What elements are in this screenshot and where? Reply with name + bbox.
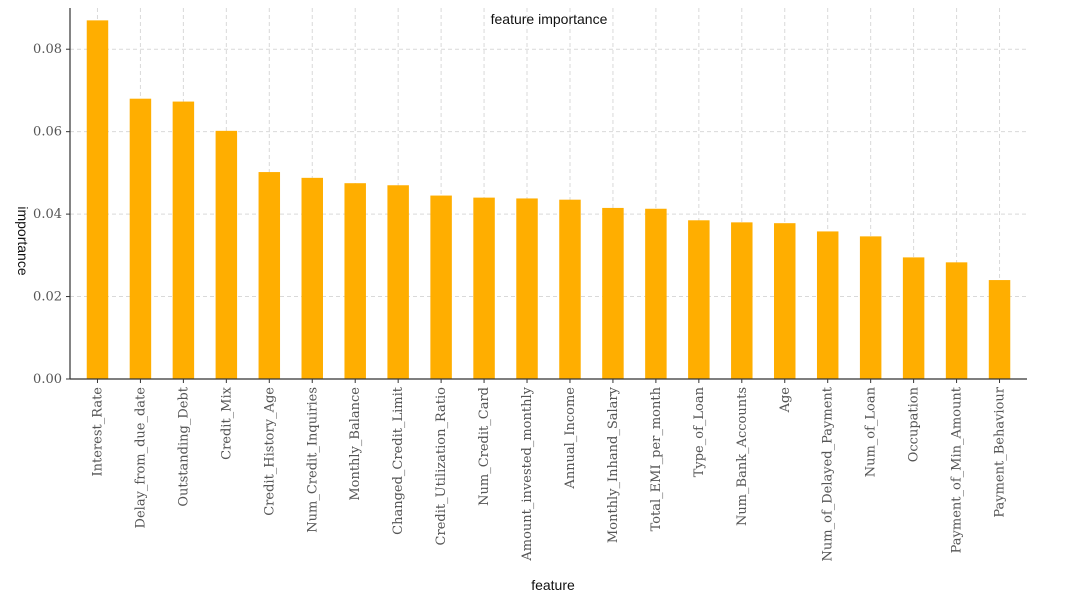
x-tick-label: Num_of_Loan xyxy=(864,386,879,477)
bar-payment-of-min-amount xyxy=(945,262,968,379)
bar-type-of-loan xyxy=(688,220,710,379)
x-tick-label: Num_Credit_Card xyxy=(477,387,492,506)
x-tick-label: Changed_Credit_Limit xyxy=(391,386,406,535)
bar-credit-utilization-ratio xyxy=(430,195,452,379)
x-tick-label: Annual_Income xyxy=(563,387,578,490)
y-tick-label: 0.04 xyxy=(33,207,62,222)
bar-annual-income xyxy=(559,199,581,379)
x-tick-label: Delay_from_due_date xyxy=(133,387,148,529)
bar-num-bank-accounts xyxy=(731,222,753,379)
y-tick-labels: 0.00 0.02 0.04 0.06 0.08 xyxy=(33,42,70,387)
bar-payment-behaviour xyxy=(988,280,1011,379)
bar-num-of-delayed-payment xyxy=(816,231,839,379)
bar-interest-rate xyxy=(86,20,109,379)
bar-num-credit-card xyxy=(473,197,495,379)
y-tick-label: 0.02 xyxy=(33,290,62,305)
x-tick-label: Credit_Utilization_Ratio xyxy=(434,387,449,546)
y-axis-label: importance xyxy=(15,206,31,275)
x-tick-label: Payment_of_Min_Amount xyxy=(950,386,965,553)
x-tick-label: Num_Bank_Accounts xyxy=(735,387,750,526)
x-axis-label: feature xyxy=(531,577,575,593)
grid xyxy=(70,8,1027,380)
bar-num-credit-inquiries xyxy=(301,177,323,379)
x-tick-label: Outstanding_Debt xyxy=(176,386,191,506)
bar-monthly-balance xyxy=(344,183,366,379)
bar-credit-history-age xyxy=(258,172,281,379)
axes xyxy=(69,8,1027,380)
x-tick-label: Type_of_Loan xyxy=(692,386,707,477)
bar-credit-mix xyxy=(215,130,238,379)
y-tick-label: 0.08 xyxy=(33,42,62,57)
x-tick-label: Amount_invested_monthly xyxy=(520,386,535,561)
x-tick-label: Total_EMI_per_month xyxy=(649,386,664,531)
bars xyxy=(86,20,1011,379)
bar-total-emi-per-month xyxy=(645,208,667,379)
x-tick-label: Occupation xyxy=(907,386,922,462)
chart-title: feature importance xyxy=(491,11,608,27)
x-tick-label: Monthly_Inhand_Salary xyxy=(606,386,621,543)
bar-delay-from-due-date xyxy=(129,98,152,379)
bar-monthly-inhand-salary xyxy=(602,207,624,379)
bar-age xyxy=(774,223,796,379)
y-tick-label: 0.00 xyxy=(33,372,62,387)
x-tick-label: Age xyxy=(778,387,793,414)
bar-num-of-loan xyxy=(859,236,882,379)
bar-occupation xyxy=(902,257,925,379)
x-tick-labels: Interest_Rate Delay_from_due_date Outstand… xyxy=(90,379,1008,562)
x-tick-label: Interest_Rate xyxy=(90,387,105,477)
x-tick-label: Credit_Mix xyxy=(219,386,234,460)
bar-changed-credit-limit xyxy=(387,185,409,379)
x-tick-label: Credit_History_Age xyxy=(262,387,277,516)
bar-amount-invested-monthly xyxy=(516,198,538,379)
x-tick-label: Monthly_Balance xyxy=(348,387,363,501)
x-tick-label: Payment_Behaviour xyxy=(993,386,1008,517)
x-tick-label: Num_Credit_Inquiries xyxy=(305,387,320,533)
y-tick-label: 0.06 xyxy=(33,125,62,140)
x-tick-label: Num_of_Delayed_Payment xyxy=(821,386,836,561)
bar-outstanding-debt xyxy=(172,101,195,379)
